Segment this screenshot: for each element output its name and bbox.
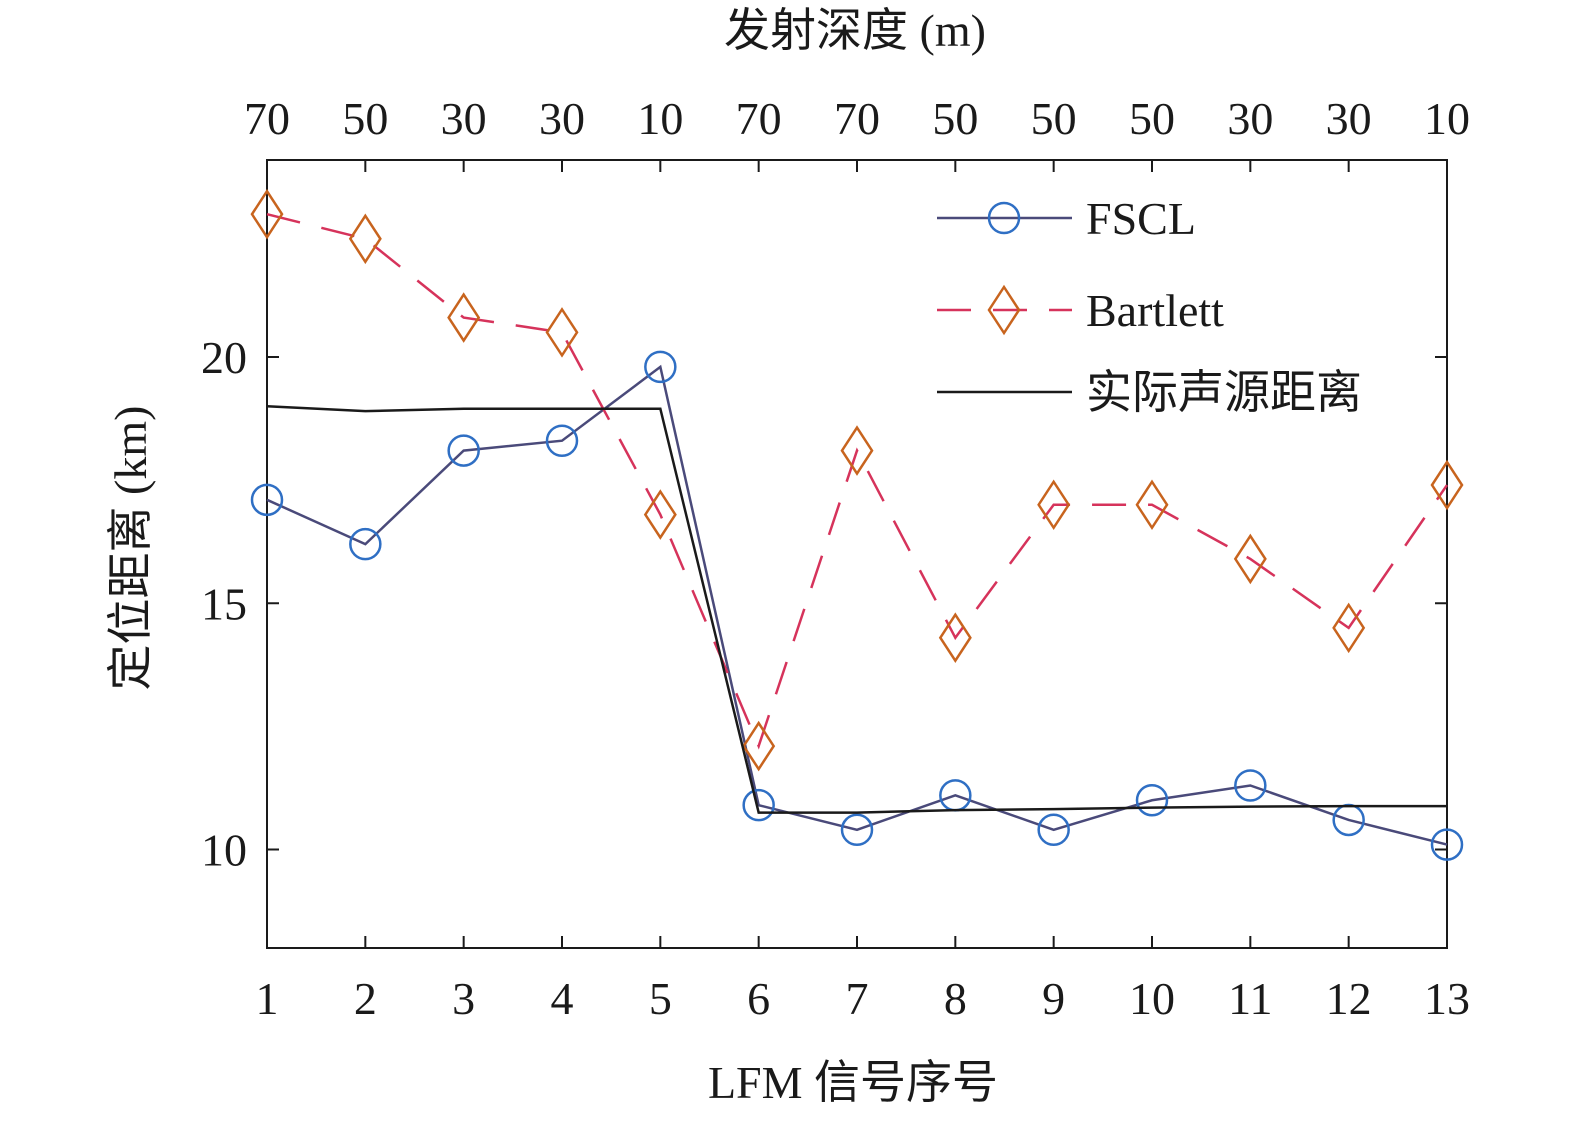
top-tick-label: 50 <box>1129 93 1175 144</box>
top-tick-label: 50 <box>932 93 978 144</box>
bartlett-point <box>1332 602 1366 654</box>
top-tick-label: 30 <box>1227 93 1273 144</box>
fscl-point <box>250 483 284 517</box>
fscl-point <box>840 813 874 847</box>
bartlett-point <box>643 489 677 540</box>
series-2 <box>250 188 1464 772</box>
fscl-point <box>349 527 382 561</box>
bartlett-point <box>1233 533 1267 585</box>
series-1 <box>250 350 1464 861</box>
top-tick-label: 30 <box>441 93 487 144</box>
bartlett-point <box>545 307 579 358</box>
bartlett-point <box>348 213 382 265</box>
fscl-point <box>1037 813 1070 847</box>
legend-item-3: 实际声源距离 <box>937 367 1362 418</box>
x-tick-label: 8 <box>944 973 967 1024</box>
y-tick-label: 15 <box>201 578 247 629</box>
series-layer <box>250 188 1464 861</box>
series-line-2 <box>266 212 1449 750</box>
legend-label: Bartlett <box>1086 285 1224 336</box>
bartlett-point <box>742 720 776 772</box>
x-tick-label: 9 <box>1042 973 1065 1024</box>
bartlett-point <box>987 284 1021 336</box>
fscl-point <box>1234 769 1267 802</box>
legend-label: FSCL <box>1086 193 1196 244</box>
top-tick-label: 70 <box>834 93 880 144</box>
legend: FSCL Bartlett 实际声源距离 <box>937 193 1362 418</box>
y-axis-ticks: 10 15 20 <box>201 332 1447 876</box>
y-tick-label: 20 <box>201 332 247 383</box>
x-tick-label: 13 <box>1424 973 1470 1024</box>
legend-item-2: Bartlett <box>937 284 1224 336</box>
series-3 <box>266 405 1447 814</box>
y-tick-label: 10 <box>201 825 247 876</box>
top-tick-label: 50 <box>1031 93 1077 144</box>
top-tick-label: 70 <box>736 93 782 144</box>
fscl-point <box>1135 784 1169 817</box>
x-tick-label: 5 <box>649 973 672 1024</box>
series-line-1 <box>266 364 1448 846</box>
legend-label: 实际声源距离 <box>1086 367 1362 418</box>
bartlett-point <box>840 425 874 476</box>
top-axis-label: 发射深度 (m) <box>724 5 986 56</box>
x-tick-label: 10 <box>1129 973 1175 1024</box>
top-tick-label: 10 <box>1424 93 1470 144</box>
bartlett-point <box>1037 479 1071 531</box>
series-line-3 <box>266 405 1447 814</box>
x-tick-label: 1 <box>256 973 279 1024</box>
fscl-point <box>545 424 579 457</box>
y-axis-label: 定位距离 (km) <box>105 406 156 691</box>
x-axis-label: LFM 信号序号 <box>708 1057 998 1108</box>
bartlett-point <box>447 292 481 343</box>
x-tick-label: 2 <box>354 973 377 1024</box>
fscl-point <box>447 434 480 467</box>
x-tick-label: 7 <box>846 973 869 1024</box>
fscl-point <box>742 788 775 822</box>
legend-item-1: FSCL <box>937 193 1196 244</box>
top-axis-ticks: 70 50 30 30 10 70 70 50 50 50 30 30 10 <box>244 93 1470 172</box>
top-tick-label: 70 <box>244 93 290 144</box>
fscl-point <box>987 201 1021 235</box>
x-tick-label: 11 <box>1228 973 1272 1024</box>
bartlett-point <box>1135 479 1169 531</box>
fscl-point <box>1430 828 1464 861</box>
x-tick-label: 4 <box>551 973 574 1024</box>
x-tick-label: 3 <box>452 973 475 1024</box>
top-tick-label: 30 <box>1326 93 1372 144</box>
x-tick-label: 6 <box>747 973 770 1024</box>
bartlett-point <box>250 188 284 240</box>
x-tick-label: 12 <box>1326 973 1372 1024</box>
bartlett-point <box>938 612 972 664</box>
top-tick-label: 10 <box>637 93 683 144</box>
top-tick-label: 30 <box>539 93 585 144</box>
x-axis-ticks: 1 2 3 4 5 6 7 8 9 10 11 12 13 <box>256 936 1470 1024</box>
bartlett-point <box>1430 459 1464 511</box>
top-tick-label: 50 <box>342 93 388 144</box>
fscl-point <box>644 350 677 384</box>
